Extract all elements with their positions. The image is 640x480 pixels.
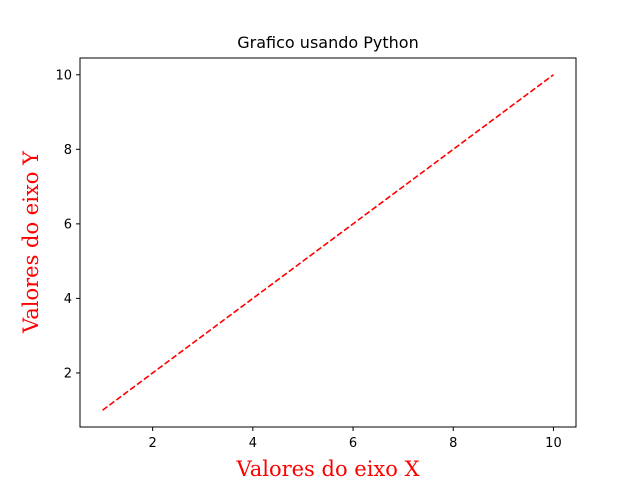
x-tick-label: 6 [349,436,357,451]
x-tick-label: 4 [249,436,257,451]
series-line-0 [102,74,554,411]
plot-frame [79,57,577,428]
y-tick-label: 6 [64,217,72,232]
plot-area: 2 4 6 8 10 2 4 6 8 10 [55,57,577,451]
y-tick-label: 4 [64,292,72,307]
y-axis-label: Valores do eixo Y [19,150,43,334]
chart-title: Grafico usando Python [237,33,418,52]
y-tick-label: 8 [64,143,72,158]
y-tick-label: 10 [55,68,72,83]
x-tick-label: 8 [449,436,457,451]
x-axis-label: Valores do eixo X [235,457,419,480]
x-tick-label: 2 [149,436,157,451]
x-tick-label: 10 [545,436,562,451]
y-tick-label: 2 [64,366,72,381]
